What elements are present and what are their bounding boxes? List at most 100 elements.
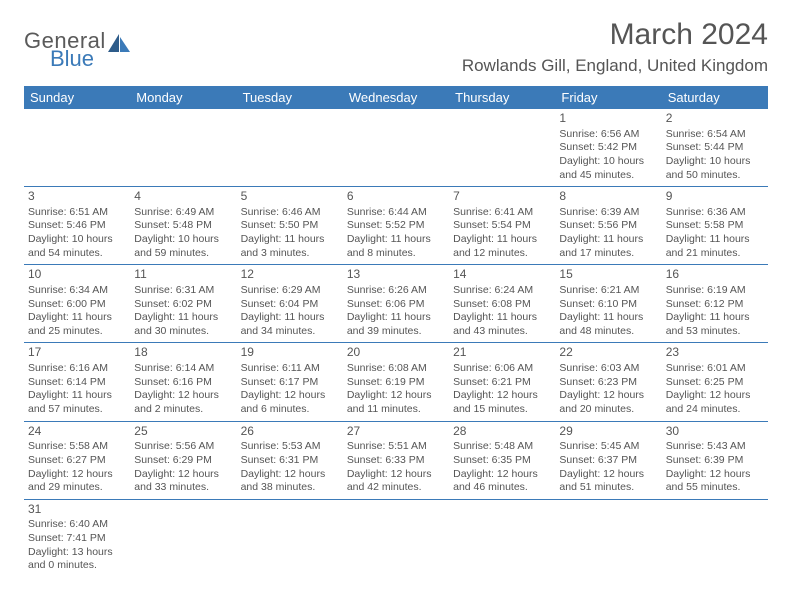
calendar-day-cell: 23Sunrise: 6:01 AMSunset: 6:25 PMDayligh… (662, 343, 768, 421)
calendar-day-cell: 13Sunrise: 6:26 AMSunset: 6:06 PMDayligh… (343, 265, 449, 343)
day-number: 12 (241, 267, 339, 283)
calendar-day-cell (130, 499, 236, 577)
day-info: Sunrise: 5:56 AMSunset: 6:29 PMDaylight:… (134, 440, 232, 495)
day-info: Sunrise: 6:41 AMSunset: 5:54 PMDaylight:… (453, 206, 551, 261)
calendar-day-cell (449, 499, 555, 577)
calendar-day-cell: 10Sunrise: 6:34 AMSunset: 6:00 PMDayligh… (24, 265, 130, 343)
calendar-day-cell: 4Sunrise: 6:49 AMSunset: 5:48 PMDaylight… (130, 187, 236, 265)
weekday-header: Thursday (449, 86, 555, 109)
calendar-day-cell: 8Sunrise: 6:39 AMSunset: 5:56 PMDaylight… (555, 187, 661, 265)
day-number: 26 (241, 424, 339, 440)
day-info: Sunrise: 6:11 AMSunset: 6:17 PMDaylight:… (241, 362, 339, 417)
day-number: 2 (666, 111, 764, 127)
calendar-table: SundayMondayTuesdayWednesdayThursdayFrid… (24, 86, 768, 577)
day-number: 10 (28, 267, 126, 283)
calendar-day-cell: 30Sunrise: 5:43 AMSunset: 6:39 PMDayligh… (662, 421, 768, 499)
weekday-header: Saturday (662, 86, 768, 109)
day-info: Sunrise: 6:44 AMSunset: 5:52 PMDaylight:… (347, 206, 445, 261)
day-number: 24 (28, 424, 126, 440)
calendar-day-cell: 12Sunrise: 6:29 AMSunset: 6:04 PMDayligh… (237, 265, 343, 343)
location-text: Rowlands Gill, England, United Kingdom (462, 56, 768, 76)
day-info: Sunrise: 6:31 AMSunset: 6:02 PMDaylight:… (134, 284, 232, 339)
day-number: 9 (666, 189, 764, 205)
calendar-day-cell: 1Sunrise: 6:56 AMSunset: 5:42 PMDaylight… (555, 109, 661, 187)
day-number: 7 (453, 189, 551, 205)
day-number: 18 (134, 345, 232, 361)
day-number: 8 (559, 189, 657, 205)
day-info: Sunrise: 6:29 AMSunset: 6:04 PMDaylight:… (241, 284, 339, 339)
calendar-day-cell: 31Sunrise: 6:40 AMSunset: 7:41 PMDayligh… (24, 499, 130, 577)
day-info: Sunrise: 6:36 AMSunset: 5:58 PMDaylight:… (666, 206, 764, 261)
calendar-day-cell: 3Sunrise: 6:51 AMSunset: 5:46 PMDaylight… (24, 187, 130, 265)
calendar-day-cell (555, 499, 661, 577)
day-number: 14 (453, 267, 551, 283)
day-number: 23 (666, 345, 764, 361)
day-number: 17 (28, 345, 126, 361)
calendar-day-cell: 2Sunrise: 6:54 AMSunset: 5:44 PMDaylight… (662, 109, 768, 187)
calendar-day-cell (343, 109, 449, 187)
day-number: 30 (666, 424, 764, 440)
calendar-week-row: 10Sunrise: 6:34 AMSunset: 6:00 PMDayligh… (24, 265, 768, 343)
calendar-day-cell: 17Sunrise: 6:16 AMSunset: 6:14 PMDayligh… (24, 343, 130, 421)
day-number: 1 (559, 111, 657, 127)
day-number: 27 (347, 424, 445, 440)
day-info: Sunrise: 6:40 AMSunset: 7:41 PMDaylight:… (28, 518, 126, 573)
calendar-day-cell: 24Sunrise: 5:58 AMSunset: 6:27 PMDayligh… (24, 421, 130, 499)
weekday-header: Tuesday (237, 86, 343, 109)
calendar-week-row: 24Sunrise: 5:58 AMSunset: 6:27 PMDayligh… (24, 421, 768, 499)
calendar-day-cell: 18Sunrise: 6:14 AMSunset: 6:16 PMDayligh… (130, 343, 236, 421)
header: General Blue March 2024 Rowlands Gill, E… (24, 18, 768, 76)
day-info: Sunrise: 6:19 AMSunset: 6:12 PMDaylight:… (666, 284, 764, 339)
day-number: 3 (28, 189, 126, 205)
day-number: 25 (134, 424, 232, 440)
day-number: 31 (28, 502, 126, 518)
day-info: Sunrise: 5:53 AMSunset: 6:31 PMDaylight:… (241, 440, 339, 495)
day-info: Sunrise: 6:06 AMSunset: 6:21 PMDaylight:… (453, 362, 551, 417)
day-info: Sunrise: 6:21 AMSunset: 6:10 PMDaylight:… (559, 284, 657, 339)
day-info: Sunrise: 6:46 AMSunset: 5:50 PMDaylight:… (241, 206, 339, 261)
day-info: Sunrise: 6:03 AMSunset: 6:23 PMDaylight:… (559, 362, 657, 417)
day-number: 28 (453, 424, 551, 440)
calendar-day-cell (24, 109, 130, 187)
day-number: 20 (347, 345, 445, 361)
calendar-day-cell: 9Sunrise: 6:36 AMSunset: 5:58 PMDaylight… (662, 187, 768, 265)
calendar-day-cell (662, 499, 768, 577)
day-info: Sunrise: 5:51 AMSunset: 6:33 PMDaylight:… (347, 440, 445, 495)
day-info: Sunrise: 5:43 AMSunset: 6:39 PMDaylight:… (666, 440, 764, 495)
day-info: Sunrise: 5:58 AMSunset: 6:27 PMDaylight:… (28, 440, 126, 495)
calendar-day-cell (237, 499, 343, 577)
weekday-header: Sunday (24, 86, 130, 109)
calendar-day-cell (237, 109, 343, 187)
weekday-header-row: SundayMondayTuesdayWednesdayThursdayFrid… (24, 86, 768, 109)
weekday-header: Wednesday (343, 86, 449, 109)
day-number: 29 (559, 424, 657, 440)
calendar-week-row: 17Sunrise: 6:16 AMSunset: 6:14 PMDayligh… (24, 343, 768, 421)
calendar-body: 1Sunrise: 6:56 AMSunset: 5:42 PMDaylight… (24, 109, 768, 577)
calendar-day-cell: 15Sunrise: 6:21 AMSunset: 6:10 PMDayligh… (555, 265, 661, 343)
day-info: Sunrise: 6:49 AMSunset: 5:48 PMDaylight:… (134, 206, 232, 261)
calendar-week-row: 31Sunrise: 6:40 AMSunset: 7:41 PMDayligh… (24, 499, 768, 577)
day-number: 21 (453, 345, 551, 361)
day-info: Sunrise: 6:16 AMSunset: 6:14 PMDaylight:… (28, 362, 126, 417)
month-title: March 2024 (462, 18, 768, 52)
day-info: Sunrise: 6:14 AMSunset: 6:16 PMDaylight:… (134, 362, 232, 417)
calendar-day-cell: 14Sunrise: 6:24 AMSunset: 6:08 PMDayligh… (449, 265, 555, 343)
day-info: Sunrise: 6:24 AMSunset: 6:08 PMDaylight:… (453, 284, 551, 339)
day-info: Sunrise: 6:39 AMSunset: 5:56 PMDaylight:… (559, 206, 657, 261)
day-info: Sunrise: 6:54 AMSunset: 5:44 PMDaylight:… (666, 128, 764, 183)
calendar-day-cell (343, 499, 449, 577)
logo: General Blue (24, 28, 130, 70)
calendar-day-cell: 26Sunrise: 5:53 AMSunset: 6:31 PMDayligh… (237, 421, 343, 499)
day-info: Sunrise: 5:45 AMSunset: 6:37 PMDaylight:… (559, 440, 657, 495)
calendar-day-cell: 27Sunrise: 5:51 AMSunset: 6:33 PMDayligh… (343, 421, 449, 499)
logo-text-blue: Blue (50, 48, 130, 70)
calendar-day-cell: 6Sunrise: 6:44 AMSunset: 5:52 PMDaylight… (343, 187, 449, 265)
day-number: 19 (241, 345, 339, 361)
calendar-day-cell: 16Sunrise: 6:19 AMSunset: 6:12 PMDayligh… (662, 265, 768, 343)
calendar-day-cell (130, 109, 236, 187)
day-number: 6 (347, 189, 445, 205)
day-info: Sunrise: 6:26 AMSunset: 6:06 PMDaylight:… (347, 284, 445, 339)
calendar-day-cell: 22Sunrise: 6:03 AMSunset: 6:23 PMDayligh… (555, 343, 661, 421)
calendar-day-cell: 20Sunrise: 6:08 AMSunset: 6:19 PMDayligh… (343, 343, 449, 421)
day-number: 4 (134, 189, 232, 205)
